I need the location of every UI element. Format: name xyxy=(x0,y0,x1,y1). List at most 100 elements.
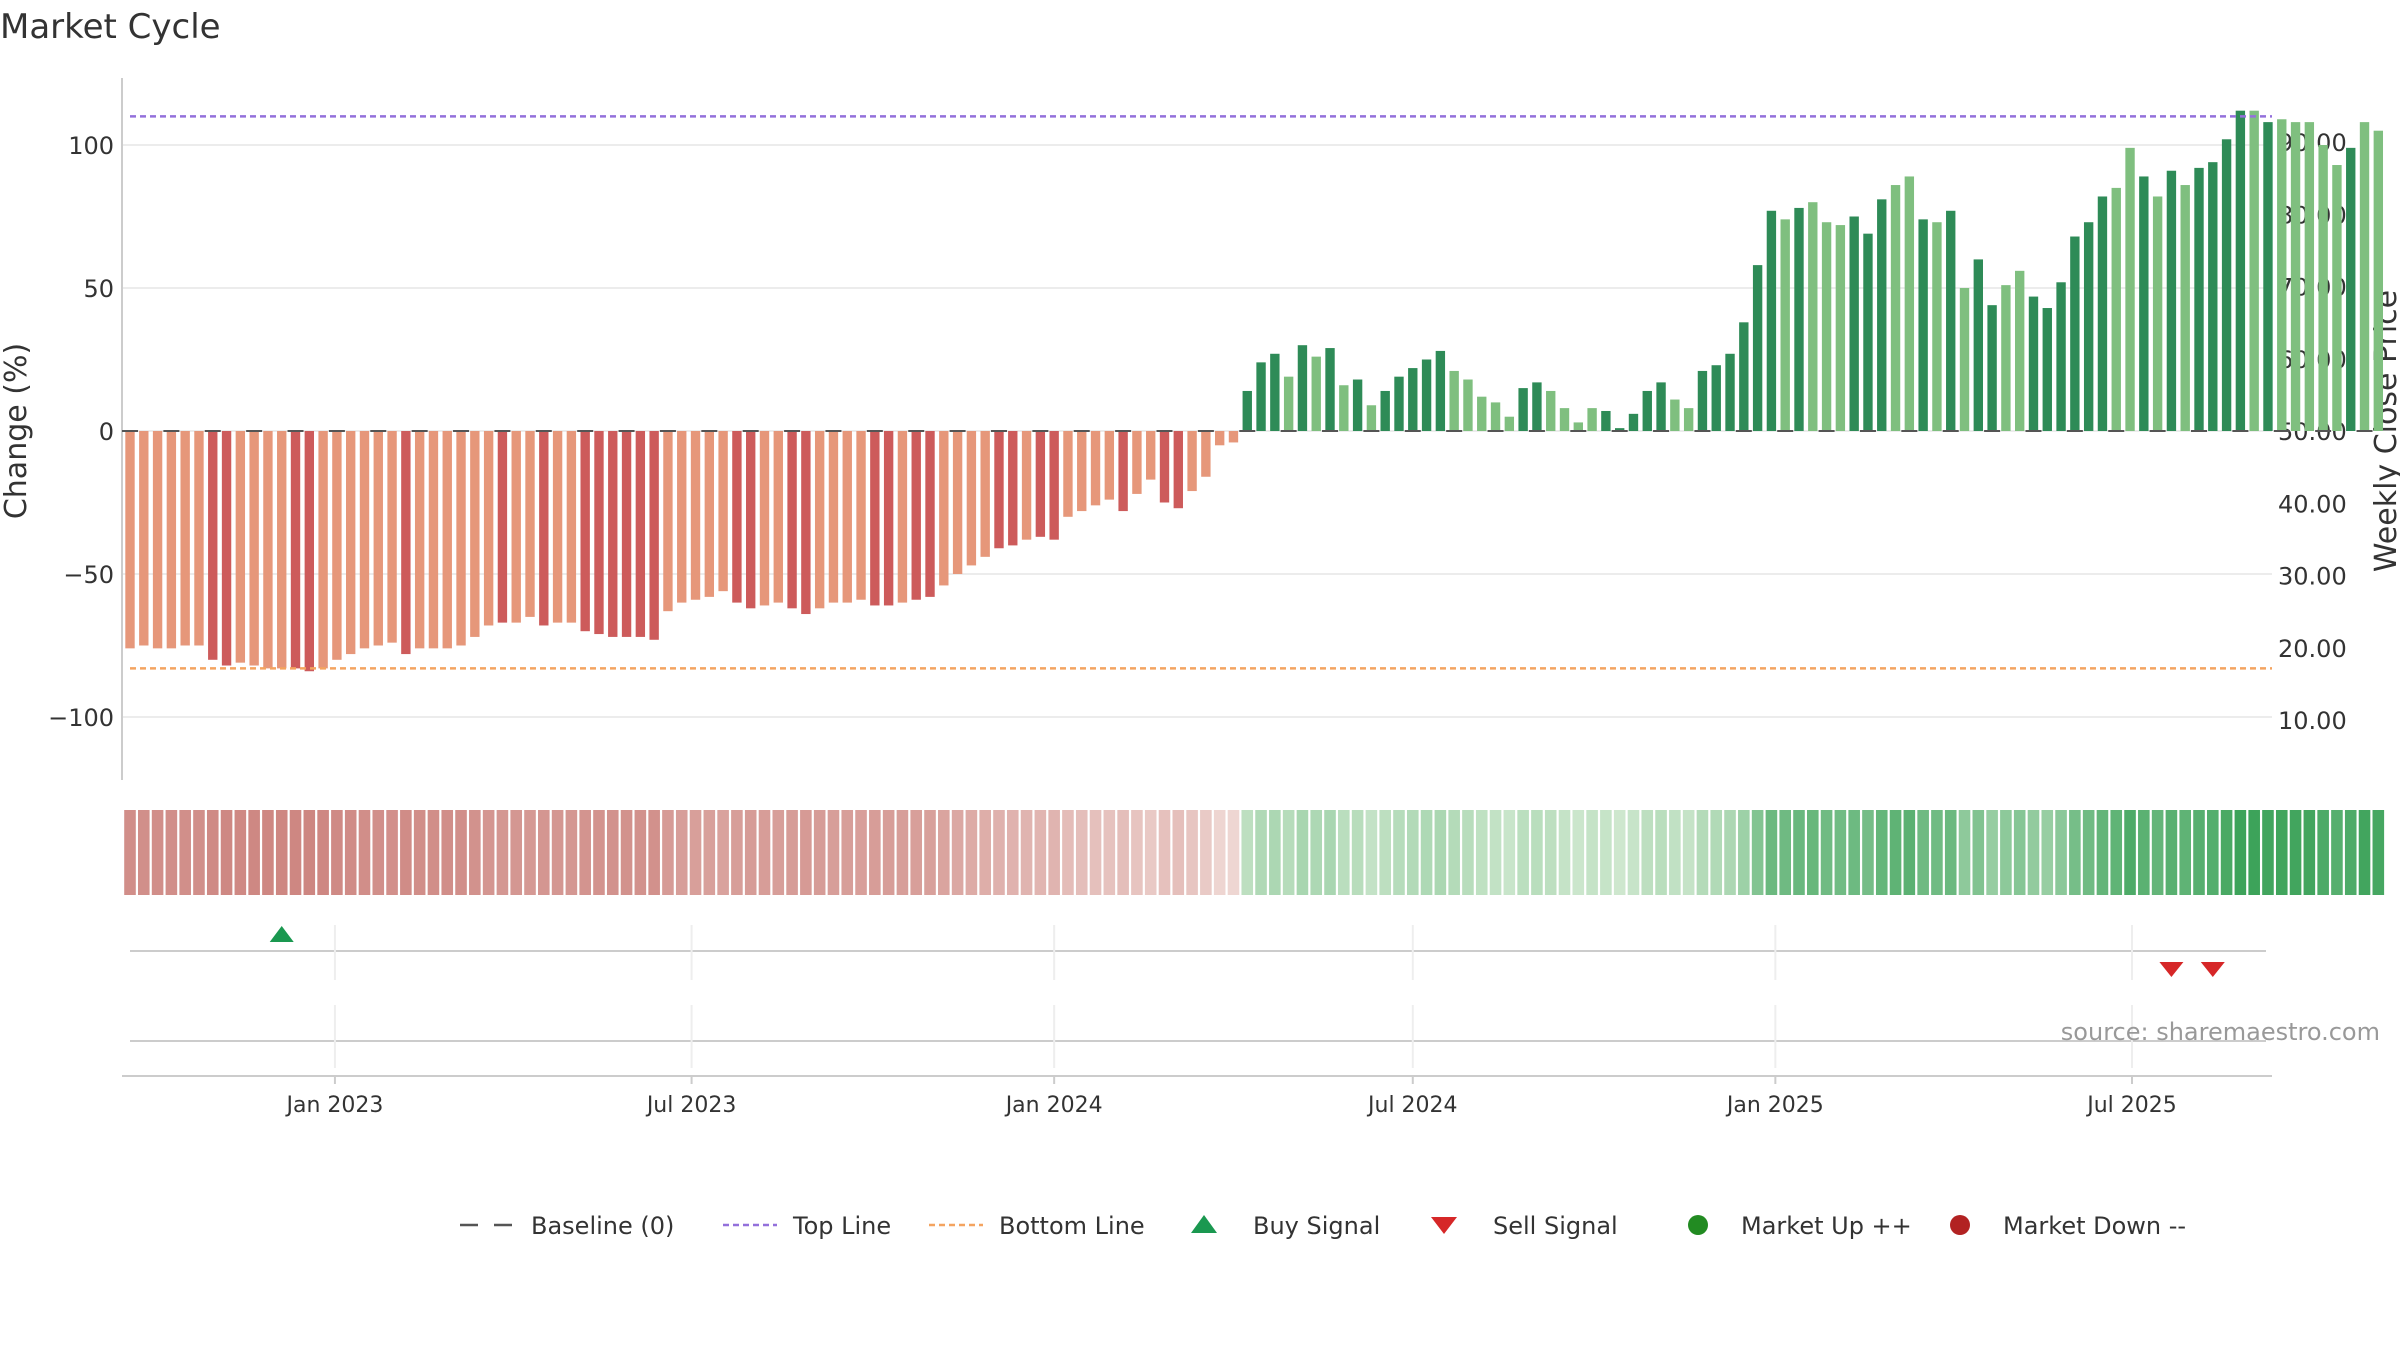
change-bar xyxy=(1256,362,1266,431)
change-bar xyxy=(1325,348,1335,431)
y-right-tick-label: 40.00 xyxy=(2278,490,2347,518)
regime-cell xyxy=(1627,810,1640,895)
regime-cell xyxy=(841,810,854,895)
change-bar xyxy=(1421,359,1432,431)
reference-lines xyxy=(122,115,2373,670)
regime-cell xyxy=(1351,810,1364,895)
signal-panels xyxy=(130,925,2266,1068)
regime-cell xyxy=(386,810,398,895)
regime-cell xyxy=(358,810,371,895)
legend-label: Baseline (0) xyxy=(531,1212,674,1240)
regime-cell xyxy=(2096,810,2109,895)
regime-cell xyxy=(248,810,260,895)
regime-cell xyxy=(138,810,150,895)
change-bar xyxy=(2152,196,2163,431)
regime-cell xyxy=(648,810,660,895)
change-bar xyxy=(1946,210,1956,431)
regime-cell xyxy=(1765,810,1778,895)
change-bar xyxy=(566,431,577,623)
regime-cell xyxy=(1241,810,1254,895)
x-tick-label: Jan 2023 xyxy=(284,1093,383,1118)
regime-cell xyxy=(1338,810,1350,895)
regime-cell xyxy=(1696,810,1709,895)
regime-cell xyxy=(1034,810,1047,895)
regime-cell xyxy=(427,810,440,895)
change-bar xyxy=(1780,219,1790,431)
change-bar xyxy=(1104,431,1115,500)
change-bar xyxy=(1766,210,1777,431)
regime-cell xyxy=(372,810,385,895)
legend-label: Bottom Line xyxy=(999,1212,1145,1240)
change-bar xyxy=(608,431,618,637)
change-bar xyxy=(1849,216,1859,431)
regime-cell xyxy=(179,810,191,895)
y-axis-title: Change (%) xyxy=(0,343,34,519)
regime-cell xyxy=(938,810,950,895)
change-bar xyxy=(1201,431,1211,477)
change-bar xyxy=(925,431,935,597)
change-bar xyxy=(966,431,977,566)
axes-layer: −100−5005010010.0020.0030.0040.0050.0060… xyxy=(0,78,2400,780)
legend-item: Bottom Line xyxy=(929,1212,1145,1240)
regime-cell xyxy=(2179,810,2192,895)
change-bar xyxy=(511,431,521,623)
regime-cell xyxy=(731,810,743,895)
regime-strip xyxy=(124,810,2385,895)
regime-cell xyxy=(2358,810,2371,895)
change-bar xyxy=(1532,382,1542,431)
sell-signal-marker xyxy=(2200,962,2225,977)
change-bar xyxy=(1821,222,1832,431)
regime-cell xyxy=(2124,810,2136,895)
change-bar xyxy=(2015,270,2025,431)
change-bar xyxy=(842,431,852,603)
y-right-tick-label: 30.00 xyxy=(2278,563,2347,591)
regime-cell xyxy=(1862,810,1874,895)
change-bar xyxy=(2263,122,2273,432)
change-bar xyxy=(1283,376,1294,431)
regime-cell xyxy=(1682,810,1695,895)
regime-cell xyxy=(951,810,964,895)
regime-cell xyxy=(634,810,647,895)
change-bar xyxy=(649,431,659,640)
regime-cell xyxy=(2000,810,2012,895)
change-bar xyxy=(1035,431,1046,537)
regime-cell xyxy=(827,810,840,895)
regime-cell xyxy=(1282,810,1295,895)
change-bar xyxy=(221,431,232,666)
change-bar xyxy=(1132,431,1142,494)
regime-cell xyxy=(703,810,716,895)
regime-cell xyxy=(2165,810,2178,895)
change-bar xyxy=(2373,130,2384,431)
change-bar xyxy=(1863,233,1873,431)
regime-cell xyxy=(1186,810,1198,895)
legend-item: Buy Signal xyxy=(1191,1212,1380,1240)
regime-cell xyxy=(1793,810,1805,895)
regime-cell xyxy=(496,810,509,895)
y-tick-label: −50 xyxy=(63,561,114,589)
regime-cell xyxy=(662,810,674,895)
regime-cell xyxy=(2138,810,2150,895)
change-bar xyxy=(1242,390,1252,431)
regime-cell xyxy=(1903,810,1916,895)
market-down-swatch xyxy=(1950,1215,1970,1235)
change-bar xyxy=(194,431,204,646)
change-bar xyxy=(828,431,839,603)
regime-cell xyxy=(2207,810,2219,895)
change-bar xyxy=(897,431,908,603)
regime-cell xyxy=(151,810,164,895)
source-note: source: sharemaestro.com xyxy=(2061,1018,2380,1046)
regime-cell xyxy=(1324,810,1336,895)
regime-cell xyxy=(1875,810,1888,895)
regime-cell xyxy=(289,810,302,895)
change-bar xyxy=(663,431,673,612)
change-bar xyxy=(359,431,370,649)
regime-cell xyxy=(979,810,991,895)
buy-signal-marker xyxy=(269,926,294,942)
change-bar xyxy=(1959,288,1970,431)
change-bar xyxy=(1187,431,1197,492)
regime-cell xyxy=(1062,810,1074,895)
change-bar xyxy=(580,431,590,632)
change-bar xyxy=(718,431,728,592)
regime-cell xyxy=(220,810,233,895)
regime-cell xyxy=(772,810,785,895)
